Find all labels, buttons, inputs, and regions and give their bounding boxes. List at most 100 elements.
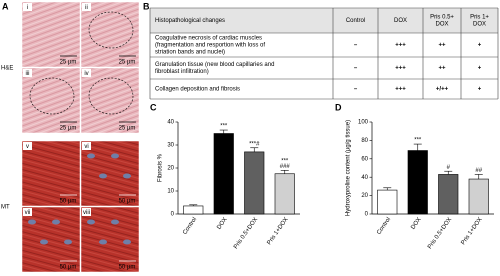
collagen-spot bbox=[123, 239, 131, 245]
scale-label: 25 µm bbox=[119, 60, 136, 66]
scale-label: 25 µm bbox=[119, 126, 136, 132]
image-label: vii bbox=[25, 210, 31, 216]
image-label: i bbox=[27, 5, 28, 11]
x-tick-label: Pris 0.5+DOX bbox=[427, 217, 453, 251]
table-cell: DOX bbox=[394, 18, 407, 24]
image-label: v bbox=[26, 144, 29, 150]
y-tick-label: 0 bbox=[365, 212, 369, 218]
image-label-box bbox=[82, 142, 91, 150]
collagen-spot bbox=[111, 219, 119, 225]
collagen-spot bbox=[52, 219, 60, 225]
y-tick-label: 40 bbox=[167, 120, 174, 126]
collagen-spot bbox=[99, 173, 107, 179]
significance-label: *** bbox=[281, 158, 289, 164]
y-tick-label: 20 bbox=[361, 193, 368, 199]
significance-label: ***# bbox=[249, 141, 260, 147]
image-label-box bbox=[82, 208, 91, 216]
table-cell: – bbox=[354, 66, 358, 72]
significance-label: *** bbox=[220, 124, 228, 130]
image-label: vi bbox=[84, 144, 88, 150]
image-label: iv bbox=[84, 71, 88, 77]
collagen-spot bbox=[28, 219, 36, 225]
image-label-box bbox=[23, 3, 32, 11]
table-cell: Granulation tissue (new blood capillarie… bbox=[155, 62, 274, 68]
y-axis-label: Hydroxyproline content (µg/g tissue) bbox=[346, 120, 352, 216]
x-tick-label: Control bbox=[182, 217, 198, 236]
collagen-spot bbox=[87, 153, 95, 159]
table-cell: Control bbox=[346, 18, 365, 24]
table-cell: Pris 1+ bbox=[470, 15, 489, 21]
table-cell: +++ bbox=[395, 87, 406, 93]
stain-label: H&E bbox=[1, 66, 13, 72]
x-tick-label: Pris 1+DOX bbox=[267, 217, 290, 247]
table-cell: ++ bbox=[438, 43, 446, 49]
collagen-spot bbox=[111, 153, 119, 159]
table-cell: + bbox=[478, 66, 482, 72]
table-cell: DOX bbox=[473, 22, 486, 28]
bar bbox=[438, 174, 459, 215]
x-tick-label: Pris 1+DOX bbox=[461, 217, 484, 247]
image-label-box bbox=[82, 69, 91, 77]
table-cell: +/++ bbox=[436, 87, 449, 93]
table-cell: fibroblast infiltration) bbox=[155, 69, 209, 75]
panel-label: B bbox=[143, 1, 150, 11]
scale-label: 50 µm bbox=[119, 265, 136, 271]
collagen-spot bbox=[123, 173, 131, 179]
bar bbox=[244, 151, 265, 215]
lesion-outline bbox=[88, 11, 134, 49]
image-label-box bbox=[23, 142, 32, 150]
x-tick-label: DOX bbox=[216, 217, 228, 231]
table-cell: – bbox=[354, 43, 358, 49]
bar bbox=[274, 173, 295, 215]
table-cell: +++ bbox=[395, 66, 406, 72]
y-tick-label: 10 bbox=[167, 189, 174, 195]
y-tick-label: 60 bbox=[361, 156, 368, 162]
image-label: viii bbox=[83, 210, 90, 216]
significance-label: # bbox=[447, 165, 451, 171]
lesion-outline bbox=[88, 77, 134, 115]
y-tick-label: 20 bbox=[167, 166, 174, 172]
y-tick-label: 40 bbox=[361, 175, 368, 181]
image-label-box bbox=[23, 69, 32, 77]
y-tick-label: 0 bbox=[171, 212, 175, 218]
table-header-bg bbox=[150, 8, 498, 33]
y-tick-label: 80 bbox=[361, 138, 368, 144]
table-cell: ++ bbox=[438, 66, 446, 72]
micrograph bbox=[21, 206, 81, 273]
significance-label: ### bbox=[280, 164, 291, 170]
micrograph bbox=[80, 140, 140, 207]
table-cell: + bbox=[478, 87, 482, 93]
x-tick-label: Pris 0.5+DOX bbox=[233, 217, 259, 251]
bar bbox=[213, 133, 234, 215]
panel-label: A bbox=[2, 1, 9, 11]
table-cell: (fragmentation and resportion with loss … bbox=[155, 43, 265, 49]
scale-label: 50 µm bbox=[60, 199, 77, 205]
table-cell: DOX bbox=[435, 22, 448, 28]
x-tick-label: DOX bbox=[410, 217, 422, 231]
x-tick-label: Control bbox=[376, 217, 392, 236]
image-label: ii bbox=[85, 5, 88, 11]
y-tick-label: 30 bbox=[167, 143, 174, 149]
image-label-box bbox=[23, 208, 32, 216]
bar bbox=[468, 178, 489, 215]
table-cell: +++ bbox=[395, 43, 406, 49]
collagen-spot bbox=[99, 239, 107, 245]
table-cell: Histopathological changes bbox=[155, 18, 225, 24]
collagen-spot bbox=[64, 239, 72, 245]
image-label-box bbox=[82, 3, 91, 11]
significance-label: *** bbox=[414, 138, 422, 144]
lesion-outline bbox=[29, 77, 75, 115]
stain-label: MT bbox=[1, 205, 10, 211]
panel-a: A H&E i 25 µm ii 25 µm iii 25 µm iv 25 µm MT v 50 µm… bbox=[1, 1, 140, 273]
panel-label: C bbox=[150, 102, 157, 112]
bar bbox=[377, 189, 398, 215]
panel-label: D bbox=[335, 102, 342, 112]
scale-label: 25 µm bbox=[60, 60, 77, 66]
scale-label: 50 µm bbox=[119, 199, 136, 205]
y-tick-label: 100 bbox=[358, 120, 369, 126]
table-cell: + bbox=[478, 43, 482, 49]
scale-label: 25 µm bbox=[60, 126, 77, 132]
